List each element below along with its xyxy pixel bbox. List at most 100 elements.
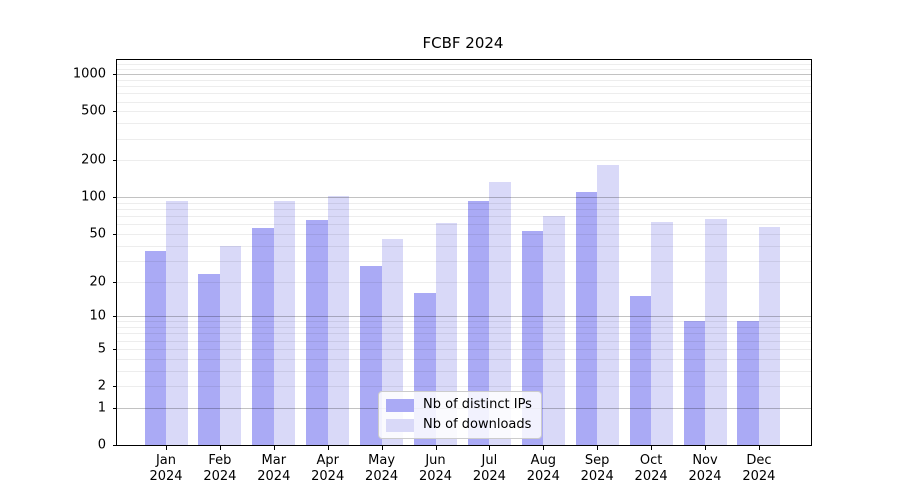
- x-tick-label-dec: Dec 2024: [732, 453, 786, 485]
- bar-downloads-aug: [543, 216, 565, 445]
- y-tick-label: 200: [81, 152, 106, 168]
- x-tick-label-apr: Apr 2024: [301, 453, 355, 485]
- y-tick-label: 10: [89, 308, 106, 324]
- x-tick-mark: [651, 446, 653, 450]
- x-tick-mark: [489, 446, 491, 450]
- x-tick-mark: [435, 446, 437, 450]
- y-tick-label: 20: [89, 274, 106, 289]
- gridline-minor: [117, 69, 811, 70]
- gridline-minor: [117, 202, 811, 204]
- x-tick-year: 2024: [742, 469, 776, 484]
- bar-downloads-nov: [705, 218, 727, 445]
- gridline-minor: [117, 64, 811, 66]
- legend: Nb of distinct IPs Nb of downloads: [378, 391, 542, 439]
- x-tick-year: 2024: [311, 469, 345, 484]
- bar-downloads-sep: [597, 165, 619, 445]
- y-tick-mark: [113, 316, 117, 318]
- bar-downloads-jun: [435, 223, 457, 445]
- x-tick-year: 2024: [580, 469, 614, 484]
- legend-label-downloads: Nb of downloads: [423, 417, 532, 432]
- y-tick-mark: [113, 74, 117, 76]
- x-tick-mark: [381, 446, 383, 450]
- bar-ips-dec: [737, 321, 759, 445]
- gridline-minor: [117, 101, 811, 103]
- bar-ips-apr: [306, 220, 328, 445]
- y-tick-label: 500: [81, 103, 106, 119]
- gridline-major: [117, 74, 811, 76]
- legend-swatch-distinct-ips-icon: [386, 398, 414, 412]
- y-tick-mark: [113, 445, 117, 446]
- y-tick-mark: [113, 348, 117, 350]
- gridline-minor: [117, 160, 811, 162]
- y-tick-label: 1000: [72, 66, 106, 82]
- x-tick-label-jun: Jun 2024: [409, 453, 463, 485]
- bar-ips-may: [360, 266, 382, 445]
- y-tick-label: 2: [97, 378, 106, 394]
- bar-downloads-jan: [166, 201, 188, 445]
- x-tick-label-sep: Sep 2024: [570, 453, 624, 485]
- y-tick-mark: [113, 407, 117, 409]
- x-tick-year: 2024: [418, 469, 453, 484]
- x-tick-year: 2024: [203, 469, 237, 484]
- gridline-minor: [117, 111, 811, 113]
- x-tick-year: 2024: [634, 469, 668, 484]
- gridline-minor: [117, 123, 811, 125]
- bar-ips-feb: [198, 274, 220, 445]
- bar-ips-nov: [683, 321, 705, 445]
- x-tick-mark: [758, 446, 760, 450]
- bar-ips-oct: [629, 296, 652, 445]
- gridline-minor: [117, 209, 811, 211]
- bar-ips-mar: [252, 227, 274, 445]
- gridline-major: [117, 197, 811, 199]
- x-tick-label-mar: Mar 2024: [247, 453, 301, 485]
- x-tick-year: 2024: [257, 469, 291, 484]
- y-tick-mark: [113, 160, 117, 162]
- plot-area: [116, 59, 812, 446]
- y-tick-label: 50: [89, 226, 106, 242]
- y-tick-mark: [113, 197, 117, 199]
- legend-label-distinct-ips: Nb of distinct IPs: [423, 397, 532, 412]
- gridline-minor: [117, 138, 811, 140]
- y-tick-label: 0: [97, 437, 106, 453]
- x-tick-label-nov: Nov 2024: [678, 453, 732, 485]
- legend-row-downloads: Nb of downloads: [386, 417, 532, 433]
- x-tick-year: 2024: [149, 469, 183, 484]
- x-tick-mark: [166, 446, 167, 450]
- x-tick-label-may: May 2024: [355, 453, 409, 485]
- bar-downloads-feb: [219, 245, 242, 445]
- gridline-minor: [117, 93, 811, 95]
- x-tick-label-oct: Oct 2024: [624, 453, 678, 485]
- y-tick-label: 5: [97, 341, 106, 357]
- y-tick-label: 100: [81, 189, 106, 205]
- x-tick-mark: [273, 446, 275, 450]
- chart-title: FCBF 2024: [422, 34, 504, 52]
- bar-ips-jul: [467, 201, 490, 445]
- y-tick-mark: [113, 386, 117, 387]
- bar-ips-sep: [575, 192, 598, 445]
- y-tick-label: 1: [97, 400, 106, 416]
- legend-row-distinct-ips: Nb of distinct IPs: [386, 397, 532, 413]
- y-tick-mark: [113, 233, 117, 235]
- x-tick-mark: [705, 446, 706, 450]
- bar-downloads-dec: [758, 227, 781, 445]
- y-tick-mark: [113, 111, 117, 113]
- gridline-minor: [117, 79, 811, 81]
- x-tick-year: 2024: [365, 469, 399, 484]
- y-tick-mark: [113, 281, 117, 283]
- bar-ips-jan: [144, 251, 166, 445]
- x-tick-label-feb: Feb 2024: [193, 453, 247, 485]
- x-tick-year: 2024: [472, 469, 506, 484]
- gridline-minor: [117, 86, 811, 87]
- x-tick-label-jul: Jul 2024: [462, 453, 516, 485]
- bar-downloads-jul: [489, 182, 511, 445]
- gridline-minor: [117, 216, 811, 218]
- legend-swatch-downloads-icon: [386, 418, 414, 432]
- bar-downloads-apr: [327, 196, 350, 445]
- x-tick-mark: [543, 446, 545, 450]
- x-tick-year: 2024: [526, 469, 560, 484]
- x-tick-year: 2024: [688, 469, 722, 484]
- bar-downloads-mar: [273, 200, 296, 445]
- x-tick-mark: [219, 446, 221, 450]
- x-tick-label-aug: Aug 2024: [516, 453, 570, 485]
